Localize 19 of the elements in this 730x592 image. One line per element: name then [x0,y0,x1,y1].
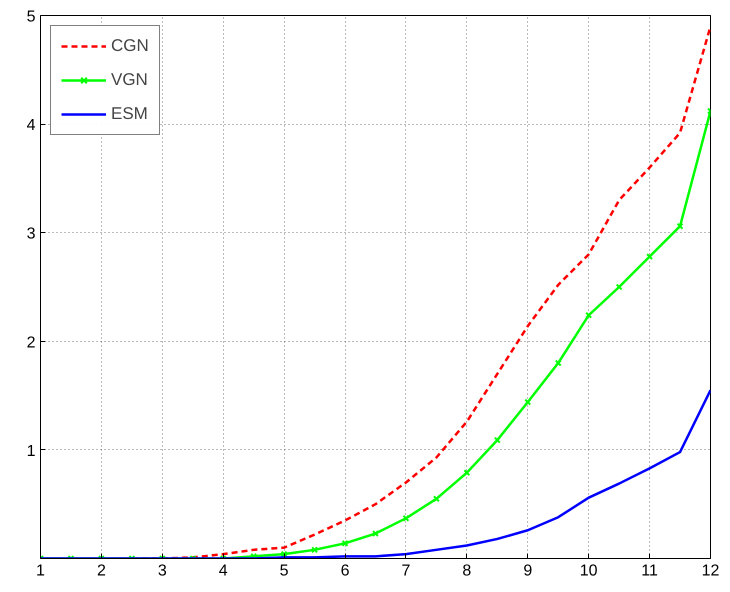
y-tick-label: 4 [26,117,36,134]
x-tick-label: 6 [340,562,350,580]
x-tick-label: 11 [641,562,658,580]
y-tick-label: 1 [26,442,36,460]
x-tick-label: 4 [218,562,228,580]
x-tick-label: 12 [702,562,720,580]
x-tick-label: 10 [580,562,598,580]
x-tick-label: 2 [96,562,106,580]
x-tick-label: 5 [280,562,289,580]
legend-label: CGN [111,36,149,56]
legend-label: ESM [111,104,148,124]
x-tick-label: 8 [462,562,472,580]
y-tick-label: 2 [26,334,36,352]
legend-label: VGN [111,70,148,90]
x-tick-label: 3 [158,562,167,580]
x-tick-label: 7 [402,562,411,580]
x-tick-label: 9 [523,562,532,580]
y-tick-label: 5 [26,8,36,26]
y-tick-label: 3 [26,226,36,243]
